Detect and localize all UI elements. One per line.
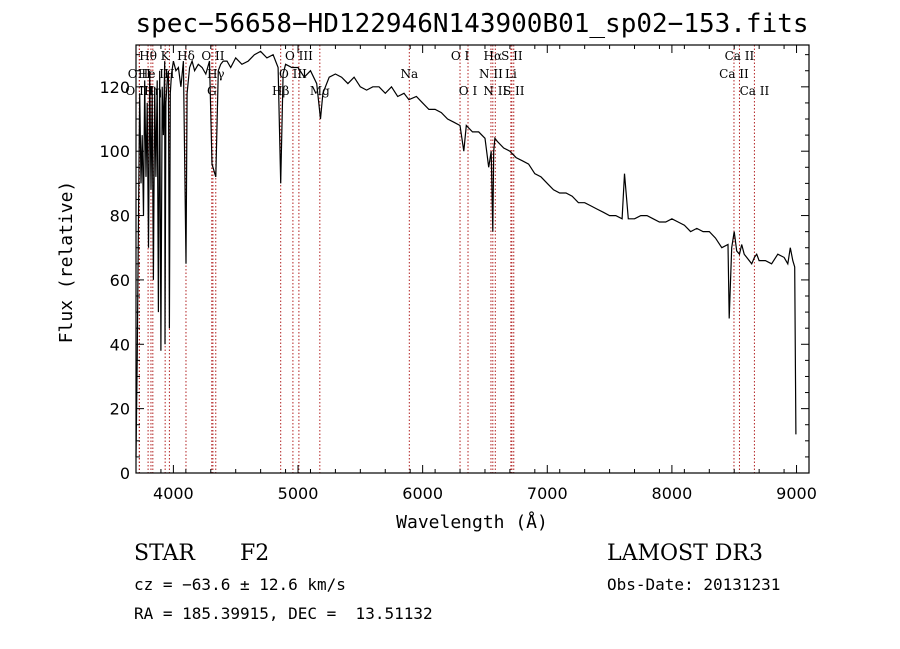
y-axis-ticks: 0 20 40 60 80 100 120 — [99, 54, 809, 483]
line-label-24: Ca II — [725, 49, 755, 63]
line-label-17: O I — [459, 84, 478, 98]
line-label-26: Ca II — [740, 84, 770, 98]
line-label-25: Ca II — [719, 67, 749, 81]
y-tick-label-4: 80 — [110, 207, 130, 226]
line-label-22: Li — [505, 67, 517, 81]
x-tick-label-3: 7000 — [527, 484, 568, 503]
redshift-cz: cz = −63.6 ± 12.6 km/s — [134, 575, 346, 594]
y-tick-label-2: 40 — [110, 335, 130, 354]
x-tick-label-4: 8000 — [652, 484, 693, 503]
y-tick-label-0: 0 — [120, 464, 130, 483]
flux-series-line — [135, 50, 797, 457]
line-label-16: O I — [451, 49, 470, 63]
y-tick-label-5: 100 — [99, 142, 130, 161]
line-label-1: O II — [128, 67, 151, 81]
y-tick-label-1: 20 — [110, 400, 130, 419]
spectral-line-markers — [138, 45, 755, 473]
chart-title: spec−56658−HD122946N143900B01_sp02−153.f… — [135, 9, 808, 39]
line-label-21: S II — [501, 49, 523, 63]
coordinates: RA = 185.39915, DEC = 13.51132 — [134, 604, 433, 623]
line-label-7: Hδ — [177, 49, 195, 63]
x-tick-label-1: 5000 — [278, 484, 319, 503]
y-axis-label: Flux (relative) — [56, 181, 77, 344]
line-label-0: O III — [125, 84, 153, 98]
line-label-10: G — [207, 84, 217, 98]
line-label-3: He I — [138, 67, 164, 81]
line-label-9: Hγ — [207, 67, 225, 81]
y-tick-label-6: 120 — [99, 78, 130, 97]
x-tick-label-0: 4000 — [153, 484, 194, 503]
subclass: F2 — [240, 541, 270, 566]
line-label-19: N II — [479, 67, 503, 81]
x-tick-label-2: 6000 — [402, 484, 443, 503]
line-label-20: N II — [483, 84, 507, 98]
object-class: STAR — [134, 541, 195, 566]
observation-date: Obs-Date: 20131231 — [607, 575, 781, 594]
x-axis-label: Wavelength (Å) — [396, 511, 548, 533]
line-label-18: Hα — [484, 49, 503, 63]
y-tick-label-3: 60 — [110, 271, 130, 290]
x-tick-label-5: 9000 — [776, 484, 817, 503]
line-label-11: O III — [285, 49, 313, 63]
x-axis-ticks: 4000 5000 6000 7000 8000 9000 — [135, 45, 817, 503]
line-label-23: S II — [503, 84, 525, 98]
line-label-8: O II — [201, 49, 224, 63]
line-label-15: Na — [400, 67, 418, 81]
line-label-2: Hθ — [139, 49, 157, 63]
line-label-5: K — [161, 49, 171, 63]
line-label-6: H — [164, 67, 174, 81]
line-label-14: Mg — [310, 84, 330, 98]
plot-frame — [135, 44, 810, 474]
line-label-12: Hβ — [272, 84, 289, 98]
survey-name: LAMOST DR3 — [607, 541, 763, 566]
